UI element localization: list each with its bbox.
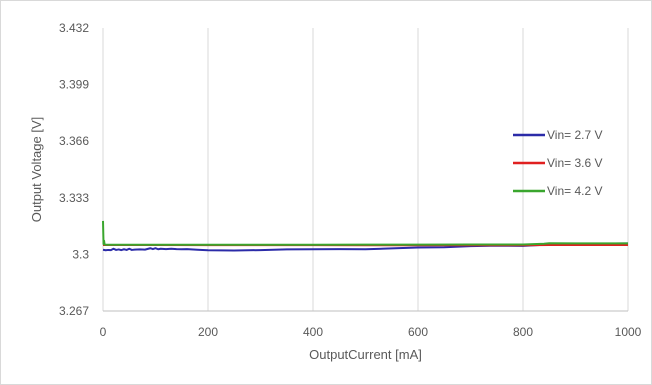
legend-label-3: Vin= 4.2 V xyxy=(547,184,603,198)
x-tick-label: 600 xyxy=(408,325,428,339)
x-tick-label: 800 xyxy=(513,325,533,339)
gridlines xyxy=(102,28,629,311)
legend-label-2: Vin= 3.6 V xyxy=(547,156,603,170)
x-tick-label: 1000 xyxy=(615,325,642,339)
x-axis-tick-labels: 0 200 400 600 800 1000 xyxy=(100,325,642,339)
x-axis-title: OutputCurrent [mA] xyxy=(309,347,422,362)
x-tick-label: 0 xyxy=(100,325,107,339)
legend: Vin= 2.7 V Vin= 3.6 V Vin= 4.2 V xyxy=(513,128,603,198)
y-tick-label: 3.267 xyxy=(59,304,89,318)
legend-label-1: Vin= 2.7 V xyxy=(547,128,603,142)
series-lines xyxy=(102,220,629,252)
y-axis-tick-labels: 3.432 3.399 3.366 3.333 3.3 3.267 xyxy=(59,21,89,318)
series-line-1 xyxy=(102,242,629,252)
y-tick-label: 3.399 xyxy=(59,78,89,92)
x-tick-label: 400 xyxy=(303,325,323,339)
y-axis-title: Output Voltage [V] xyxy=(29,117,44,223)
y-tick-label: 3.333 xyxy=(59,191,89,205)
y-tick-label: 3.3 xyxy=(72,247,89,261)
y-tick-label: 3.432 xyxy=(59,21,89,35)
series-line-3 xyxy=(102,220,628,246)
y-tick-label: 3.366 xyxy=(59,134,89,148)
x-tick-label: 200 xyxy=(198,325,218,339)
